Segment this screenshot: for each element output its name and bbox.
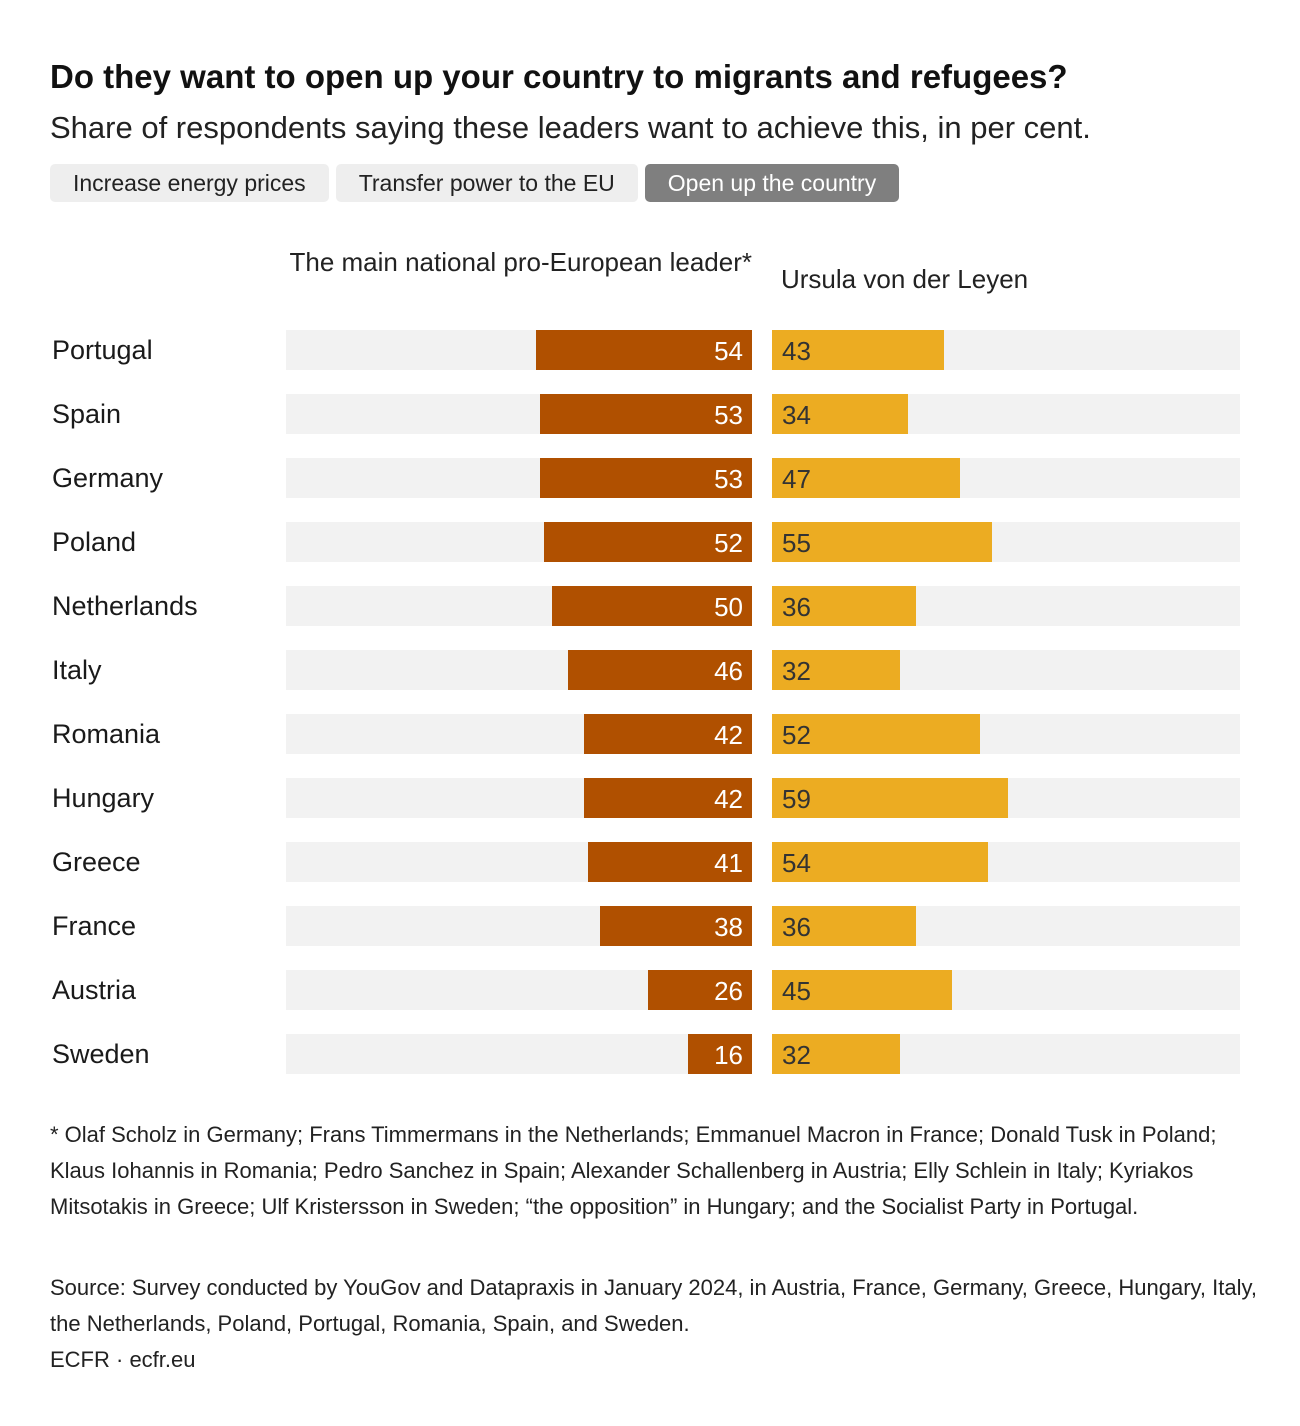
bar-vdl-sweden (772, 1034, 900, 1074)
value-label-vdl-france: 36 (782, 912, 811, 942)
value-label-vdl-austria: 45 (782, 976, 811, 1006)
series-header-national-leader: The main national pro-European leader* (289, 247, 752, 277)
chart-subtitle: Share of respondents saying these leader… (50, 110, 1091, 145)
bar-national-netherlands (552, 586, 752, 626)
value-label-national-poland: 52 (714, 528, 743, 558)
country-label-france: France (52, 911, 136, 941)
country-label-spain: Spain (52, 399, 121, 429)
bar-vdl-netherlands (772, 586, 916, 626)
credit: ECFR · ecfr.eu (50, 1347, 196, 1372)
value-label-national-romania: 42 (714, 720, 743, 750)
value-label-national-greece: 41 (714, 848, 743, 878)
bar-national-hungary (584, 778, 752, 818)
footnote: * Olaf Scholz in Germany; Frans Timmerma… (50, 1122, 1217, 1219)
bar-vdl-portugal (772, 330, 944, 370)
value-label-vdl-netherlands: 36 (782, 592, 811, 622)
chart-title: Do they want to open up your country to … (50, 58, 1068, 95)
bar-national-poland (544, 522, 752, 562)
bar-vdl-italy (772, 650, 900, 690)
bar-vdl-france (772, 906, 916, 946)
value-label-vdl-spain: 34 (782, 400, 811, 430)
bar-vdl-hungary (772, 778, 1008, 818)
bar-national-germany (540, 458, 752, 498)
value-label-vdl-italy: 32 (782, 656, 811, 686)
series-header-von-der-leyen: Ursula von der Leyen (781, 264, 1029, 294)
value-label-vdl-greece: 54 (782, 848, 811, 878)
bar-national-france (600, 906, 752, 946)
bar-vdl-greece (772, 842, 988, 882)
country-label-germany: Germany (52, 463, 164, 493)
bar-national-greece (588, 842, 752, 882)
bar-vdl-spain (772, 394, 908, 434)
country-label-romania: Romania (52, 719, 161, 749)
bar-national-portugal (536, 330, 752, 370)
bar-vdl-germany (772, 458, 960, 498)
tab-open-up-the-country[interactable]: Open up the country (644, 164, 900, 202)
value-label-vdl-sweden: 32 (782, 1040, 811, 1070)
country-label-poland: Poland (52, 527, 136, 557)
value-label-national-spain: 53 (714, 400, 743, 430)
value-label-national-germany: 53 (714, 464, 743, 494)
value-label-national-france: 38 (714, 912, 743, 942)
track-national-sweden (286, 1034, 752, 1074)
bar-national-romania (584, 714, 752, 754)
country-label-hungary: Hungary (52, 783, 155, 813)
tab-increase-energy-prices[interactable]: Increase energy prices (50, 164, 329, 202)
bar-vdl-poland (772, 522, 992, 562)
value-label-vdl-romania: 52 (782, 720, 811, 750)
value-label-vdl-poland: 55 (782, 528, 811, 558)
bar-national-spain (540, 394, 752, 434)
country-label-greece: Greece (52, 847, 141, 877)
value-label-national-hungary: 42 (714, 784, 743, 814)
value-label-vdl-hungary: 59 (782, 784, 811, 814)
country-label-sweden: Sweden (52, 1039, 150, 1069)
source-note: Source: Survey conducted by YouGov and D… (50, 1275, 1257, 1336)
value-label-national-austria: 26 (714, 976, 743, 1006)
value-label-national-portugal: 54 (714, 336, 743, 366)
country-label-austria: Austria (52, 975, 137, 1005)
tab-transfer-power-to-eu[interactable]: Transfer power to the EU (335, 164, 638, 202)
bar-vdl-austria (772, 970, 952, 1010)
bar-national-austria (648, 970, 752, 1010)
butterfly-bar-chart: Portugal 54 43 Spain 53 34 Germany 53 47 Poland 52… (52, 330, 1240, 1074)
country-label-netherlands: Netherlands (52, 591, 198, 621)
country-label-portugal: Portugal (52, 335, 153, 365)
value-label-national-italy: 46 (714, 656, 743, 686)
value-label-vdl-portugal: 43 (782, 336, 811, 366)
bar-vdl-romania (772, 714, 980, 754)
country-label-italy: Italy (52, 655, 102, 685)
bar-national-sweden (688, 1034, 752, 1074)
metric-tabs: Increase energy prices Transfer power to… (50, 164, 900, 202)
value-label-national-sweden: 16 (714, 1040, 743, 1070)
value-label-vdl-germany: 47 (782, 464, 811, 494)
bar-national-italy (568, 650, 752, 690)
value-label-national-netherlands: 50 (714, 592, 743, 622)
